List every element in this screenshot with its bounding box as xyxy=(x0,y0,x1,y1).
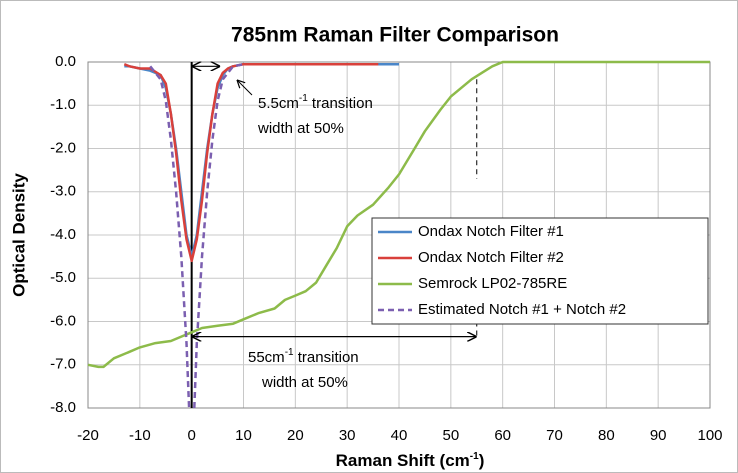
series-line xyxy=(123,62,379,263)
series-line xyxy=(149,62,244,409)
x-axis-label: Raman Shift (cm-1) xyxy=(336,451,485,471)
x-label-part: Raman Shift (cm xyxy=(336,451,470,470)
series-line xyxy=(87,60,710,369)
y-tick-label: -7.0 xyxy=(50,356,76,373)
annotation-sup: -1 xyxy=(299,93,308,104)
y-tick-label: -5.0 xyxy=(50,269,76,286)
grid: 0.0 -1.0 -2.0 -3.0 -4.0 -5.0 -6.0 -7.0 -8.0-20 -1… xyxy=(50,53,722,444)
x-tick-label: 60 xyxy=(494,427,511,444)
x-tick-label: 40 xyxy=(391,427,408,444)
y-axis-label: Optical Density xyxy=(9,173,28,297)
x-tick-label: 90 xyxy=(650,427,667,444)
plot xyxy=(87,60,710,409)
x-tick-label: 100 xyxy=(697,427,722,444)
annotation-text: width at 50% xyxy=(261,374,348,391)
x-tick-label: 70 xyxy=(546,427,563,444)
annotation-part: transition xyxy=(294,349,359,366)
x-tick-label: 80 xyxy=(598,427,615,444)
y-tick-label: -3.0 xyxy=(50,183,76,200)
legend: Ondax Notch Filter #1 Ondax Notch Filter … xyxy=(371,217,709,325)
y-tick-label: -1.0 xyxy=(50,96,76,113)
y-tick-label: -4.0 xyxy=(50,226,76,243)
y-tick-label: -6.0 xyxy=(50,312,76,329)
y-tick-label: 0.0 xyxy=(55,53,76,70)
legend-label: Semrock LP02-785RE xyxy=(418,275,567,292)
x-tick-label: 30 xyxy=(339,427,356,444)
annotation-sup: -1 xyxy=(285,347,294,358)
y-tick-label: -8.0 xyxy=(50,399,76,416)
legend-label: Estimated Notch #1 + Notch #2 xyxy=(418,301,626,318)
leader xyxy=(237,80,253,96)
annotation-text: width at 50% xyxy=(257,120,344,137)
plot-border xyxy=(87,61,711,409)
legend-label: Ondax Notch Filter #2 xyxy=(418,249,564,266)
chart-title: 785nm Raman Filter Comparison xyxy=(231,24,559,47)
x-label-part: ) xyxy=(479,451,485,470)
x-tick-label: 20 xyxy=(287,427,304,444)
annotation-part: 5.5cm xyxy=(258,95,299,112)
annotation-part: 55cm xyxy=(248,349,285,366)
legend-label: Ondax Notch Filter #1 xyxy=(418,223,564,240)
x-tick-label: -10 xyxy=(129,427,151,444)
legend-box xyxy=(371,217,709,325)
x-tick-label: 10 xyxy=(235,427,252,444)
x-tick-label: 50 xyxy=(442,427,459,444)
x-label-sup: -1 xyxy=(470,451,479,462)
x-tick-label: 0 xyxy=(187,427,195,444)
x-tick-label: -20 xyxy=(77,427,99,444)
annotation-text: 55cm-1 transition xyxy=(248,347,359,366)
y-tick-label: -2.0 xyxy=(50,139,76,156)
annotation-text: 5.5cm-1 transition xyxy=(258,93,373,112)
annotation-part: transition xyxy=(308,95,373,112)
